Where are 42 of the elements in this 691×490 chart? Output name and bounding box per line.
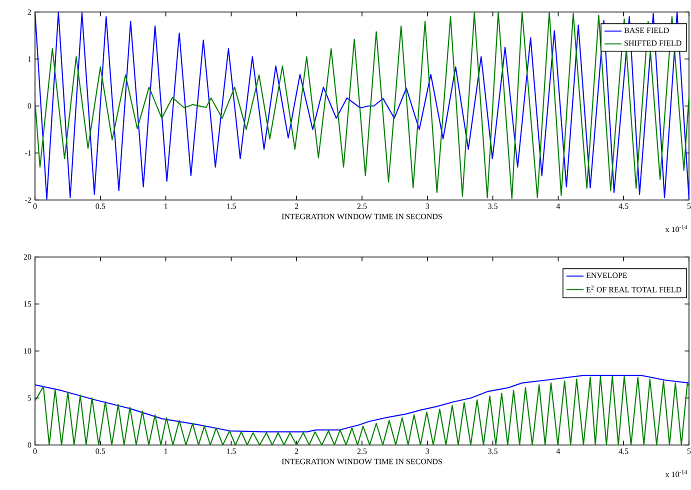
- y-tick-label: 2: [28, 9, 32, 15]
- legend-label: SHIFTED FIELD: [624, 40, 682, 46]
- y-tick-label: -1: [25, 150, 31, 156]
- x-tick-label: 4: [556, 448, 560, 454]
- line-series: [35, 376, 689, 445]
- y-tick-label: 1: [28, 56, 31, 62]
- x-tick-label: 5: [687, 204, 691, 209]
- y-tick-label: 10: [24, 348, 32, 354]
- x-tick-label: 3: [426, 448, 430, 454]
- x-tick-label: 2.5: [357, 448, 367, 454]
- text: x 10$^{-14}$: [665, 225, 688, 232]
- x-tick-label: 4.5: [618, 204, 628, 209]
- x-tick-label: 0.5: [96, 448, 106, 454]
- x-axis-title: INTEGRATION WINDOW TIME IN SECONDS: [282, 458, 442, 464]
- y-tick-label: 0: [28, 103, 32, 109]
- x-tick-label: 0: [33, 204, 37, 209]
- x-tick-label: 1: [164, 204, 168, 209]
- text: x 10$^{-14}$: [665, 470, 688, 478]
- x-tick-label: 2.5: [357, 204, 367, 209]
- x-tick-label: 2: [294, 448, 298, 454]
- legend-label: ENVELOPE: [586, 272, 627, 278]
- x-tick-label: 3: [426, 204, 430, 209]
- line-series: [35, 374, 689, 432]
- x-tick-label: 3.5: [488, 204, 498, 209]
- x-tick-label: 3.5: [488, 448, 498, 454]
- x-tick-label: 4.5: [618, 448, 628, 454]
- y-tick-label: -2: [25, 197, 32, 203]
- x-tick-label: 1.5: [226, 204, 236, 209]
- x-tick-label: 1.5: [226, 448, 236, 454]
- x-tick-label: 1: [164, 448, 168, 454]
- y-tick-label: 5: [28, 395, 32, 401]
- x-tick-label: 4: [556, 204, 560, 209]
- x-tick-label: 5: [687, 448, 691, 454]
- legend-label: BASE FIELD: [624, 28, 669, 34]
- legend-label: E$^{2}$ OF REAL TOTAL FIELD: [586, 285, 682, 292]
- x-tick-label: 0: [33, 448, 37, 454]
- x-tick-label: 2: [294, 204, 298, 209]
- y-tick-label: 0: [28, 442, 32, 448]
- x-axis-title: INTEGRATION WINDOW TIME IN SECONDS: [282, 214, 442, 220]
- x-tick-label: 0.5: [96, 204, 106, 209]
- y-tick-label: 15: [24, 301, 32, 307]
- y-tick-label: 20: [24, 254, 32, 260]
